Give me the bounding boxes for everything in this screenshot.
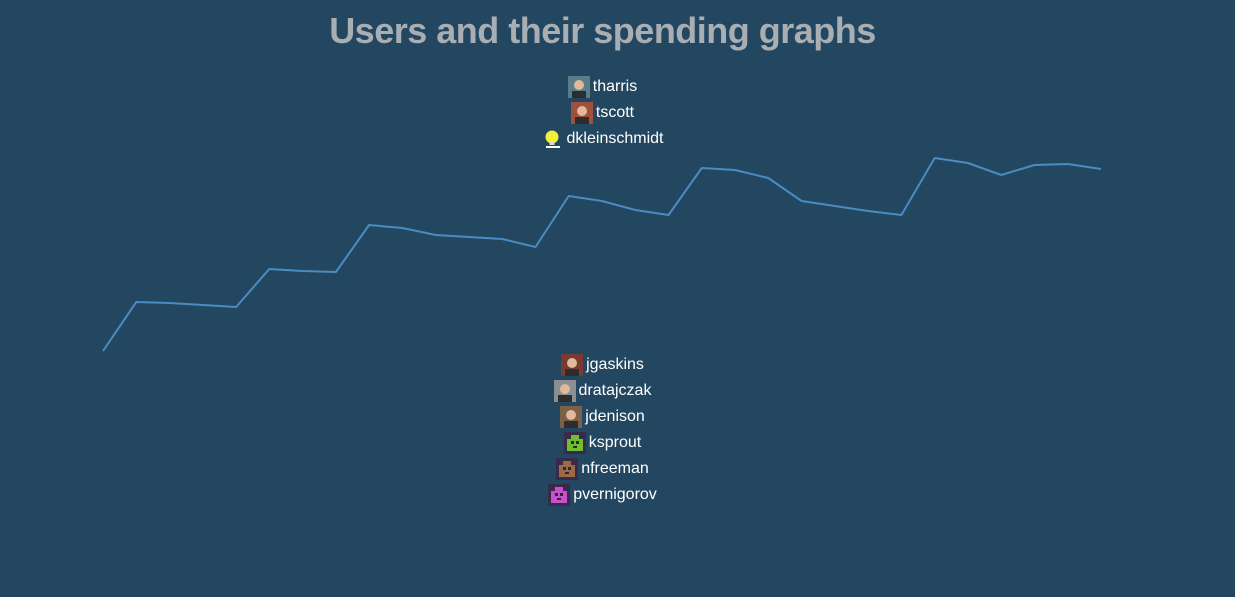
user-item-tharris[interactable]: tharris xyxy=(0,74,1205,100)
user-item-jgaskins[interactable]: jgaskins xyxy=(0,352,1205,378)
username-label: pvernigorov xyxy=(573,486,657,504)
user-item-pvernigorov[interactable]: pvernigorov xyxy=(0,482,1205,508)
pixel-avatar-icon xyxy=(556,458,578,480)
user-item-nfreeman[interactable]: nfreeman xyxy=(0,456,1205,482)
pixel-avatar-icon xyxy=(548,484,570,506)
username-label: jdenison xyxy=(585,408,645,426)
username-label: dkleinschmidt xyxy=(567,130,664,148)
photo-avatar-icon xyxy=(568,76,590,98)
username-label: tharris xyxy=(593,78,637,96)
username-label: tscott xyxy=(596,104,634,122)
photo-avatar-icon xyxy=(560,406,582,428)
username-label: jgaskins xyxy=(586,356,644,374)
username-label: nfreeman xyxy=(581,460,649,478)
photo-avatar-icon xyxy=(561,354,583,376)
username-label: ksprout xyxy=(589,434,641,452)
user-item-dkleinschmidt[interactable]: dkleinschmidt xyxy=(0,126,1205,152)
user-item-tscott[interactable]: tscott xyxy=(0,100,1205,126)
bottom-user-list: jgaskins dratajczak jdenison ksprout nfr… xyxy=(0,352,1205,508)
spending-line xyxy=(103,158,1101,351)
user-item-jdenison[interactable]: jdenison xyxy=(0,404,1205,430)
lightbulb-avatar-icon xyxy=(542,128,564,150)
top-user-list: tharris tscott dkleinschmidt xyxy=(0,74,1205,152)
pixel-avatar-icon xyxy=(564,432,586,454)
page-title: Users and their spending graphs xyxy=(0,10,1205,52)
photo-avatar-icon xyxy=(571,102,593,124)
user-item-dratajczak[interactable]: dratajczak xyxy=(0,378,1205,404)
username-label: dratajczak xyxy=(579,382,652,400)
user-item-ksprout[interactable]: ksprout xyxy=(0,430,1205,456)
photo-avatar-icon xyxy=(554,380,576,402)
